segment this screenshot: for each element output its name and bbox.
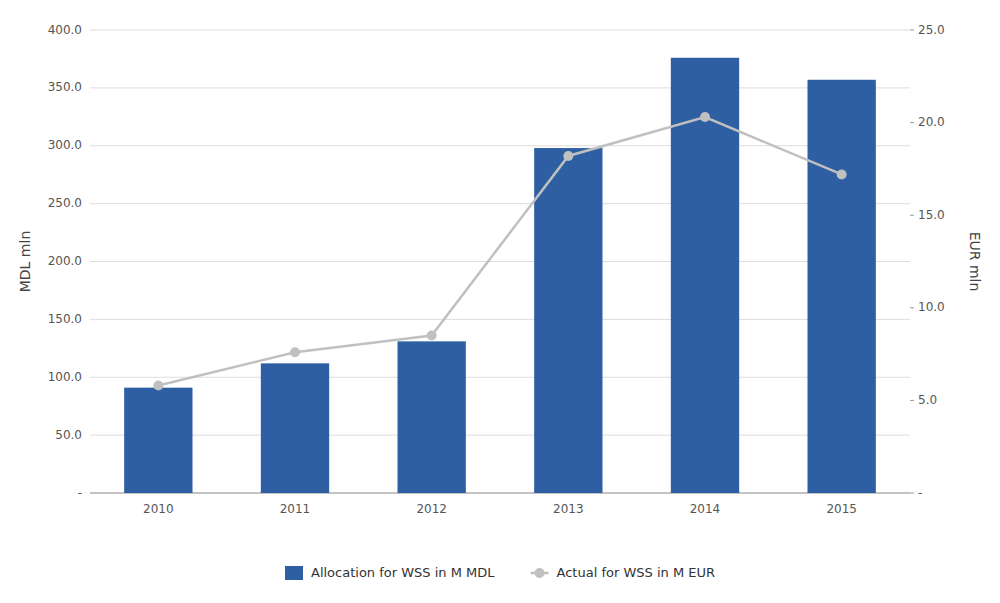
bar <box>534 148 602 493</box>
marker <box>427 331 437 341</box>
marker <box>837 169 847 179</box>
marker <box>290 347 300 357</box>
legend-label: Actual for WSS in M EUR <box>557 565 715 580</box>
y2-tick-label: 20.0 <box>918 115 945 129</box>
y-axis-label: MDL mln <box>17 231 33 293</box>
grid <box>90 30 910 493</box>
grid-line <box>90 377 910 378</box>
grid-line <box>90 319 910 320</box>
grid-line <box>90 145 910 146</box>
y2-tick <box>910 307 914 308</box>
marker <box>700 112 710 122</box>
x-tick-label: 2011 <box>280 502 311 516</box>
line <box>158 117 841 386</box>
bar <box>124 388 192 493</box>
x-tick-label: 2010 <box>143 502 174 516</box>
y-tick-label: 200.0 <box>48 254 82 268</box>
y2-tick-label: 5.0 <box>918 393 937 407</box>
y2-tick <box>910 493 914 494</box>
y-tick-label: 400.0 <box>48 23 82 37</box>
chart: - 50.0 100.0 150.0 200.0 250.0 300.0 350.0 400.0… <box>0 0 1000 603</box>
y-tick-label: 300.0 <box>48 138 82 152</box>
y2-tick-label: - <box>918 486 922 500</box>
legend: Allocation for WSS in M MDL Actual for WS… <box>285 565 715 581</box>
y2-tick <box>910 122 914 123</box>
y2-tick-label: 25.0 <box>918 23 945 37</box>
marker <box>563 151 573 161</box>
y2-tick-label: 15.0 <box>918 208 945 222</box>
y-tick-label: 150.0 <box>48 312 82 326</box>
x-tick-label: 2015 <box>826 502 857 516</box>
grid-line <box>90 435 910 436</box>
y2-tick <box>910 400 914 401</box>
y2-tick <box>910 215 914 216</box>
grid-line <box>90 493 910 494</box>
bar <box>261 363 329 493</box>
grid-line <box>90 87 910 88</box>
grid-line <box>90 203 910 204</box>
marker <box>153 381 163 391</box>
x-tick-label: 2014 <box>690 502 721 516</box>
y-tick-label: 250.0 <box>48 196 82 210</box>
legend-item: Allocation for WSS in M MDL <box>285 565 495 581</box>
y2-tick <box>910 30 914 31</box>
y-tick-label: 100.0 <box>48 370 82 384</box>
grid-line <box>90 30 910 31</box>
bar <box>808 80 876 493</box>
x-tick-label: 2013 <box>553 502 584 516</box>
y-tick-label: 50.0 <box>55 428 82 442</box>
legend-swatch <box>285 566 303 580</box>
grid-line <box>90 261 910 262</box>
legend-marker <box>535 568 545 578</box>
y-tick-label: 350.0 <box>48 80 82 94</box>
x-tick-label: 2012 <box>416 502 447 516</box>
legend-label: Allocation for WSS in M MDL <box>311 565 495 580</box>
bar <box>398 341 466 493</box>
y2-axis-label: EUR mln <box>967 232 983 292</box>
plot-area <box>124 58 876 493</box>
legend-item: Actual for WSS in M EUR <box>531 565 715 580</box>
y2-tick-label: 10.0 <box>918 300 945 314</box>
y-tick-label: - <box>78 486 82 500</box>
x-axis-line <box>90 493 910 494</box>
